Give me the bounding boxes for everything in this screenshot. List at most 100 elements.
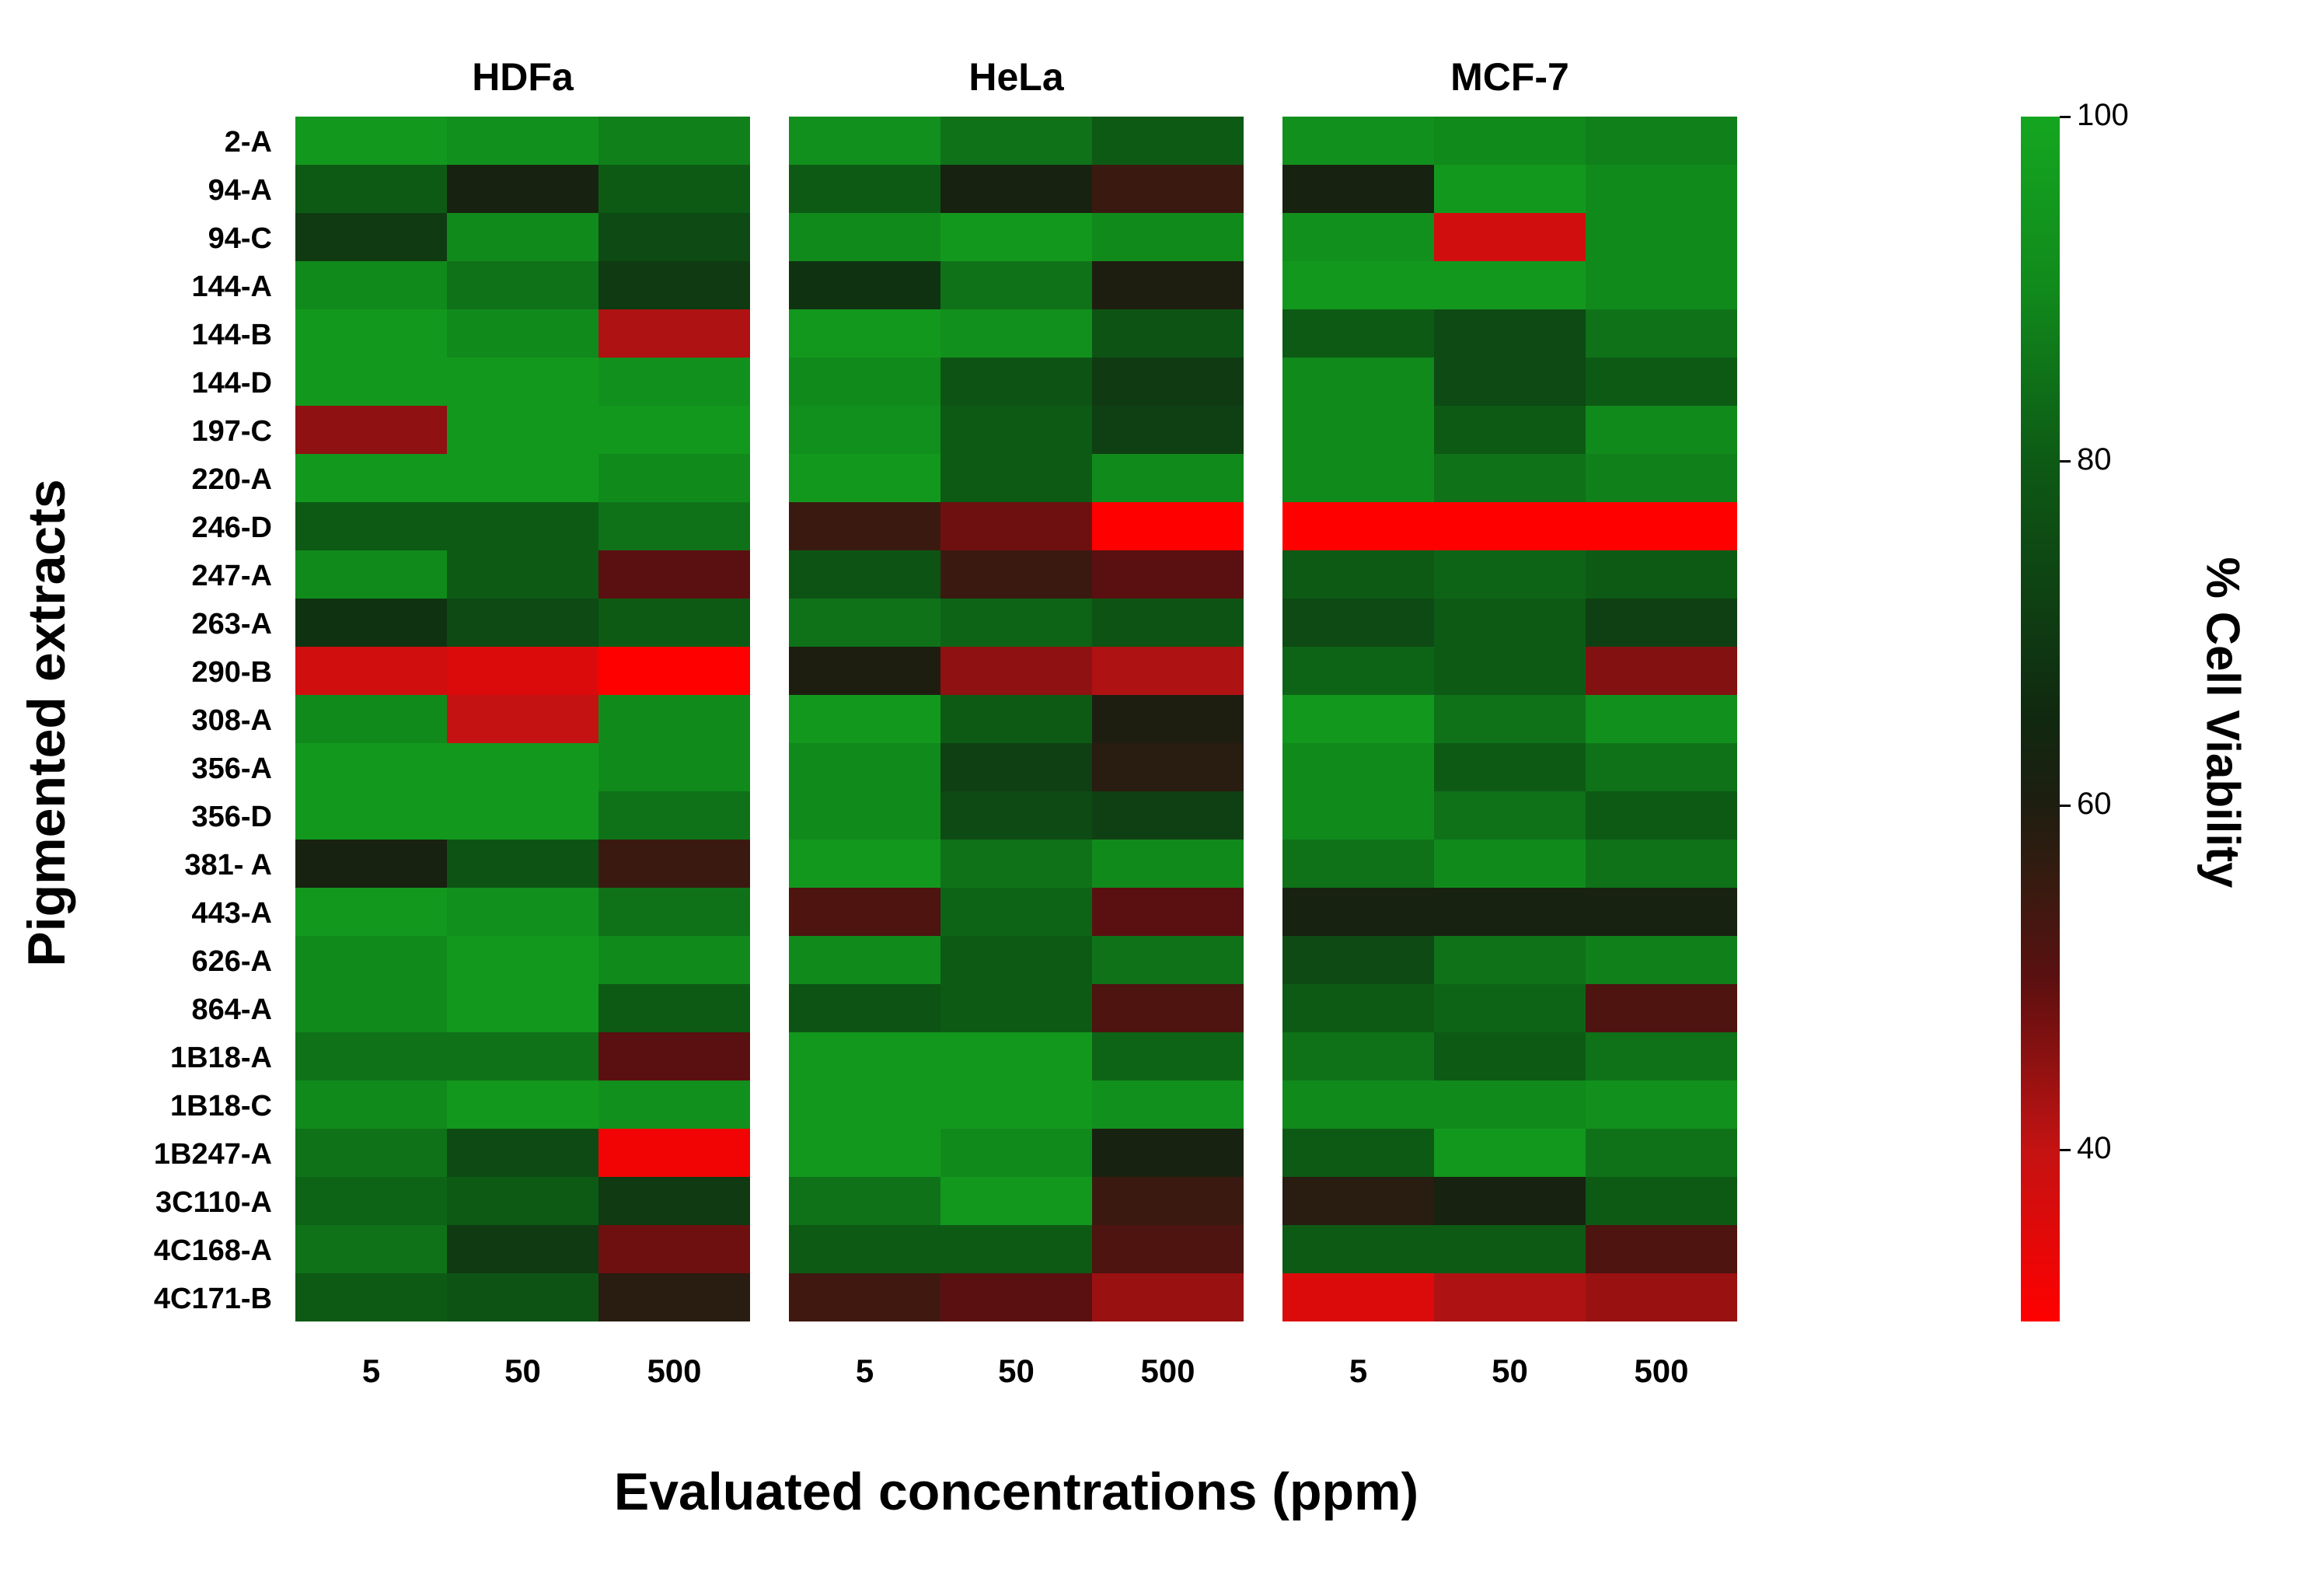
heatmap-cell	[447, 791, 598, 840]
heatmap-cell	[789, 984, 940, 1032]
heatmap-cell	[1092, 1177, 1244, 1225]
heatmap-cell	[1282, 358, 1434, 406]
colorbar-tick-label: 80	[2077, 442, 2112, 477]
heatmap-cell	[1282, 117, 1434, 165]
heatmap-cell	[1434, 213, 1586, 261]
heatmap-cell	[295, 695, 447, 743]
heatmap-cell	[940, 936, 1092, 984]
colorbar-gradient	[2021, 117, 2060, 1321]
x-axis-title: Evaluated concentrations (ppm)	[295, 1461, 1737, 1522]
heatmap-cell	[1586, 1129, 1737, 1177]
heatmap-cell	[940, 309, 1092, 358]
panel-title-mcf-7: MCF-7	[1282, 54, 1737, 99]
heatmap-row	[789, 599, 1244, 647]
heatmap-cell	[598, 502, 750, 550]
row-label: 3C110-A	[0, 1186, 272, 1220]
heatmap-cell	[1092, 984, 1244, 1032]
heatmap-cell	[1586, 647, 1737, 695]
heatmap-cell	[598, 840, 750, 888]
heatmap-row	[295, 261, 750, 309]
heatmap-hdfa	[295, 117, 750, 1321]
heatmap-cell	[940, 743, 1092, 791]
heatmap-cell	[1586, 888, 1737, 936]
heatmap-cell	[447, 695, 598, 743]
heatmap-row	[1282, 502, 1737, 550]
heatmap-cell	[1586, 309, 1737, 358]
heatmap-cell	[1434, 309, 1586, 358]
heatmap-cell	[1434, 743, 1586, 791]
heatmap-cell	[295, 743, 447, 791]
heatmap-cell	[1092, 502, 1244, 550]
heatmap-cell	[1282, 936, 1434, 984]
heatmap-cell	[1282, 502, 1434, 550]
heatmap-cell	[789, 599, 940, 647]
heatmap-row	[789, 454, 1244, 502]
heatmap-row	[1282, 213, 1737, 261]
heatmap-row	[789, 936, 1244, 984]
heatmap-row	[789, 165, 1244, 213]
heatmap-row	[1282, 695, 1737, 743]
heatmap-cell	[598, 1032, 750, 1081]
heatmap-cell	[447, 936, 598, 984]
heatmap-cell	[1434, 117, 1586, 165]
heatmap-row	[1282, 550, 1737, 599]
heatmap-row	[1282, 791, 1737, 840]
heatmap-cell	[598, 117, 750, 165]
heatmap-cell	[1092, 791, 1244, 840]
heatmap-row	[789, 358, 1244, 406]
heatmap-cell	[1434, 454, 1586, 502]
row-label: 4C171-B	[0, 1283, 272, 1316]
heatmap-row	[789, 695, 1244, 743]
heatmap-cell	[1586, 1273, 1737, 1321]
heatmap-cell	[598, 165, 750, 213]
x-label: 500	[598, 1353, 750, 1390]
heatmap-cell	[1434, 936, 1586, 984]
heatmap-row	[1282, 936, 1737, 984]
heatmap-cell	[1586, 406, 1737, 454]
heatmap-cell	[295, 358, 447, 406]
heatmap-cell	[1282, 888, 1434, 936]
heatmap-cell	[1434, 1225, 1586, 1273]
heatmap-cell	[940, 888, 1092, 936]
heatmap-cell	[1434, 1273, 1586, 1321]
heatmap-row	[295, 936, 750, 984]
heatmap-row	[295, 213, 750, 261]
heatmap-row	[789, 984, 1244, 1032]
heatmap-cell	[940, 599, 1092, 647]
heatmap-cell	[940, 840, 1092, 888]
heatmap-cell	[1092, 1129, 1244, 1177]
heatmap-cell	[940, 406, 1092, 454]
heatmap-cell	[1092, 1273, 1244, 1321]
heatmap-cell	[1434, 1081, 1586, 1129]
heatmap-cell	[1586, 1081, 1737, 1129]
colorbar-tick-line	[2060, 460, 2071, 463]
colorbar-tick-line	[2060, 805, 2071, 807]
heatmap-row	[1282, 406, 1737, 454]
x-label: 5	[295, 1353, 447, 1390]
heatmap-cell	[598, 1273, 750, 1321]
heatmap-cell	[1282, 743, 1434, 791]
row-label: 144-B	[0, 319, 272, 352]
heatmap-row	[295, 1032, 750, 1081]
colorbar-tick-label: 60	[2077, 787, 2112, 822]
heatmap-cell	[789, 840, 940, 888]
heatmap-cell	[789, 1177, 940, 1225]
heatmap-row	[295, 743, 750, 791]
heatmap-cell	[1092, 117, 1244, 165]
heatmap-cell	[598, 936, 750, 984]
heatmap-cell	[447, 1177, 598, 1225]
heatmap-cell	[789, 743, 940, 791]
heatmap-row	[1282, 984, 1737, 1032]
heatmap-cell	[1282, 454, 1434, 502]
heatmap-cell	[1586, 1177, 1737, 1225]
heatmap-cell	[295, 165, 447, 213]
heatmap-cell	[1092, 358, 1244, 406]
heatmap-cell	[447, 743, 598, 791]
heatmap-cell	[789, 406, 940, 454]
heatmap-cell	[1282, 213, 1434, 261]
heatmap-row	[789, 888, 1244, 936]
heatmap-cell	[447, 309, 598, 358]
heatmap-cell	[1586, 1032, 1737, 1081]
colorbar	[2021, 117, 2060, 1321]
heatmap-cell	[1282, 647, 1434, 695]
